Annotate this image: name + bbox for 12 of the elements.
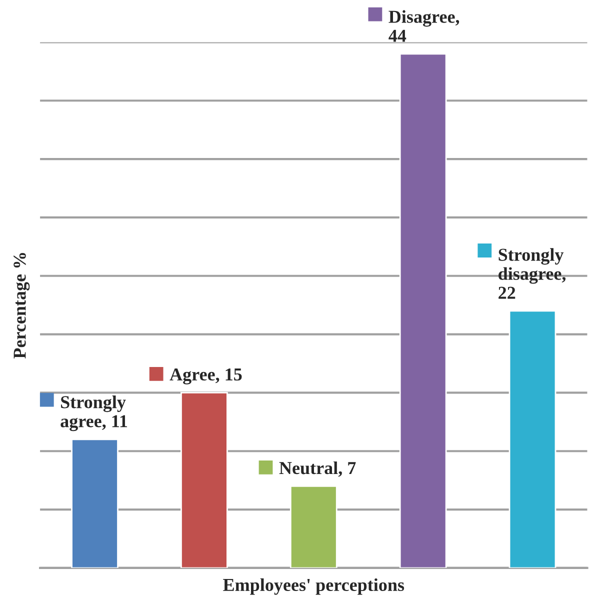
bar: [180, 392, 228, 568]
x-axis-title: Employees' perceptions: [223, 578, 404, 595]
bar: [399, 53, 447, 568]
data-label: Strongly agree, 11: [60, 396, 128, 432]
data-label: Neutral, 7: [279, 461, 356, 477]
bar: [290, 485, 338, 568]
data-label: Agree, 15: [170, 368, 242, 384]
data-label: Strongly disagree, 22: [498, 248, 566, 299]
y-axis-title: Percentage %: [14, 253, 30, 359]
bar: [508, 310, 556, 568]
data-label: Disagree, 44: [388, 10, 460, 42]
bar: [71, 438, 118, 568]
